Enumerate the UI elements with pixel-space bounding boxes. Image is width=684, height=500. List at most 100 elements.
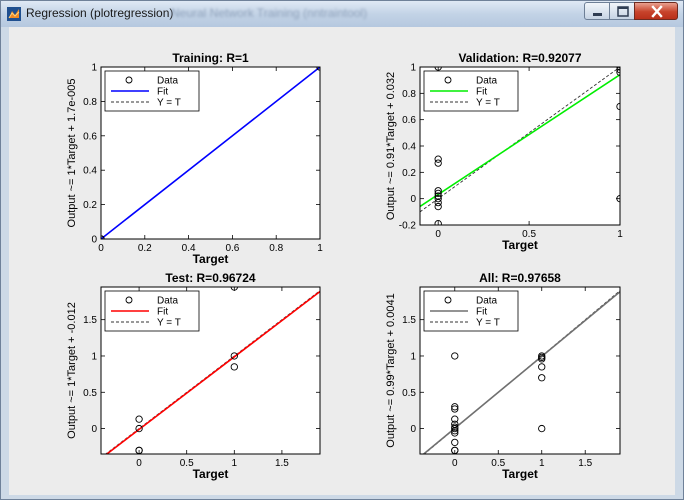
y-axis-label: Output ~= 0.99*Target + 0.0041	[385, 293, 397, 447]
y-tick-label: -0.2	[399, 221, 417, 232]
legend-label-data: Data	[157, 76, 179, 87]
data-point	[451, 405, 459, 413]
legend-label-data: Data	[476, 76, 498, 87]
data-point	[135, 424, 143, 433]
legend-label-identity: Y = T	[476, 98, 500, 109]
x-tick-label: 0	[98, 243, 104, 254]
chart-title: Training: R=1	[172, 51, 249, 65]
x-tick-label: 0.5	[180, 458, 194, 469]
data-point	[538, 374, 546, 382]
y-tick-label: 0	[91, 424, 97, 435]
y-axis-label: Output ~= 0.91*Target + 0.032	[385, 72, 397, 220]
y-tick-label: 0.6	[83, 131, 97, 142]
y-tick-label: 1.5	[402, 315, 416, 326]
legend-label-identity: Y = T	[476, 318, 500, 329]
window-title-background: Neural Network Training (nntraintool)	[171, 6, 368, 20]
x-axis-label: Target	[193, 252, 229, 266]
x-tick-label: 0.5	[491, 458, 505, 469]
legend-label-fit: Fit	[157, 307, 168, 318]
window-title: Regression (plotregression)	[26, 6, 174, 20]
y-axis-label: Output ~= 1*Target + -0.012	[66, 302, 78, 439]
legend-marker-data	[125, 296, 133, 304]
legend-label-data: Data	[476, 296, 498, 307]
legend-marker-data	[444, 76, 452, 84]
x-axis-label: Target	[502, 467, 538, 481]
chart-title: Test: R=0.96724	[165, 271, 255, 285]
data-point	[434, 187, 442, 195]
y-tick-label: 0.5	[83, 388, 97, 399]
y-tick-label: 0.6	[402, 115, 416, 126]
close-button[interactable]	[634, 2, 678, 20]
y-tick-label: 0.5	[402, 388, 416, 399]
fit-line	[422, 291, 620, 454]
y-tick-label: 0.2	[83, 200, 97, 211]
x-tick-label: 0.8	[269, 243, 283, 254]
fit-line	[420, 73, 620, 208]
data-point	[538, 363, 546, 371]
x-axis-label: Target	[502, 238, 538, 252]
x-tick-label: 0.6	[225, 243, 239, 254]
x-tick-label: 0.4	[182, 243, 196, 254]
matlab-figure-icon	[7, 7, 21, 21]
x-tick-label: 0.5	[522, 229, 536, 240]
minimize-icon	[593, 13, 602, 16]
data-point	[434, 198, 442, 207]
regression-chart-4: 0 0.5 1 1.5 0 0.5 1 1.5 All: R=0.97658 Target Outp…	[385, 271, 621, 481]
fit-line	[105, 290, 320, 454]
legend-label-fit: Fit	[476, 307, 487, 318]
legend-label-data: Data	[157, 296, 179, 307]
data-point	[230, 352, 238, 360]
minimize-button[interactable]	[584, 2, 610, 20]
axes-frame	[100, 66, 321, 240]
identity-line	[420, 67, 620, 213]
regression-plots: 0 0.2 0.4 0.6 0.8 1 0 0.2 0.4 0.6 0.8 1 Training: R=…	[66, 51, 623, 481]
data-point	[451, 438, 459, 447]
data-point	[434, 195, 442, 203]
data-point	[434, 220, 442, 225]
x-tick-label: 0	[136, 458, 142, 469]
y-tick-label: 0.8	[402, 89, 416, 100]
data-point	[434, 202, 442, 211]
maximize-icon	[617, 6, 629, 17]
legend-marker-data	[444, 296, 452, 304]
x-tick-label: 0	[452, 458, 458, 469]
regression-chart-3: 0 0.5 1 1.5 0 0.5 1 1.5 Test: R=0.96724 Target Out…	[66, 271, 321, 481]
x-tick-label: 1	[232, 458, 238, 469]
y-tick-label: 0	[91, 235, 97, 246]
regression-chart-1: 0 0.2 0.4 0.6 0.8 1 0 0.2 0.4 0.6 0.8 1 Training: R=…	[66, 51, 323, 266]
legend-label-fit: Fit	[476, 87, 487, 98]
chart-title: All: R=0.97658	[479, 271, 561, 285]
x-tick-label: 0	[435, 229, 441, 240]
x-tick-label: 1.5	[275, 458, 289, 469]
legend-marker-data	[125, 76, 133, 84]
y-tick-label: 0.8	[83, 97, 97, 108]
data-point	[538, 424, 546, 433]
legend-label-identity: Y = T	[157, 318, 181, 329]
y-tick-label: 0.4	[402, 142, 416, 153]
data-point	[451, 424, 459, 433]
close-icon	[651, 5, 663, 18]
figure-canvas: 0 0.2 0.4 0.6 0.8 1 0 0.2 0.4 0.6 0.8 1 Training: R=…	[9, 27, 675, 495]
y-tick-label: 1	[410, 351, 416, 362]
axes-frame	[419, 286, 621, 455]
y-tick-label: 1	[91, 351, 97, 362]
axes-frame	[100, 286, 321, 455]
data-point	[230, 363, 238, 371]
y-tick-label: 0.2	[402, 168, 416, 179]
title-bar[interactable]: Regression (plotregression) Neural Netwo…	[1, 1, 683, 27]
maximize-button[interactable]	[609, 2, 635, 20]
regression-chart-2: 0 0.5 1 -0.2 0 0.2 0.4 0.6 0.8 1 Validation: R=0.9…	[385, 51, 623, 252]
y-tick-label: 1.5	[83, 315, 97, 326]
x-tick-label: 1	[539, 458, 545, 469]
legend-label-identity: Y = T	[157, 98, 181, 109]
data-point	[538, 355, 546, 363]
y-tick-label: 0	[410, 194, 416, 205]
data-point	[434, 189, 442, 198]
data-point	[451, 429, 459, 437]
data-point	[451, 415, 459, 423]
y-tick-label: 1	[91, 63, 97, 74]
